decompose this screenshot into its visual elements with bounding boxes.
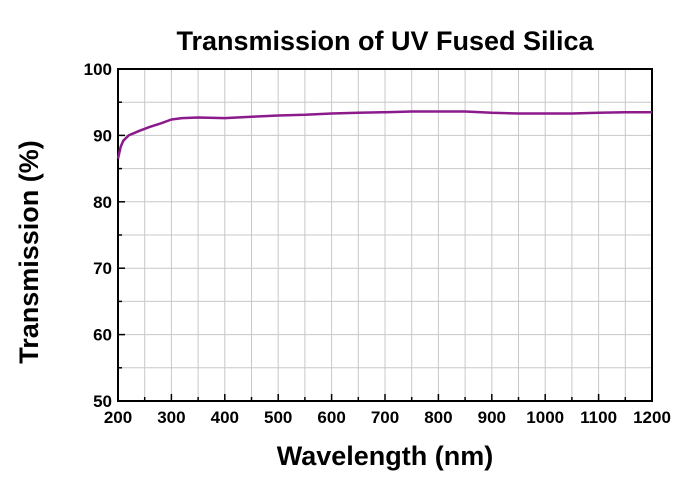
x-tick-label: 700	[371, 408, 399, 427]
x-tick-label: 300	[157, 408, 185, 427]
x-tick-label: 1000	[526, 408, 564, 427]
axis-ticks	[117, 68, 653, 402]
x-axis-label: Wavelength (nm)	[277, 441, 494, 471]
x-tick-label: 1200	[633, 408, 671, 427]
x-tick-label: 200	[104, 408, 132, 427]
chart-title: Transmission of UV Fused Silica	[176, 26, 594, 56]
y-tick-label: 60	[93, 326, 112, 345]
series-line	[116, 110, 652, 159]
y-axis-label: Transmission (%)	[14, 140, 44, 364]
y-tick-label: 80	[93, 193, 112, 212]
x-tick-label: 1100	[580, 408, 617, 427]
y-tick-label: 50	[93, 392, 112, 411]
x-tick-label: 900	[478, 408, 506, 427]
grid	[118, 69, 652, 401]
x-tick-label: 500	[264, 408, 292, 427]
x-tick-label: 600	[317, 408, 345, 427]
x-axis-tick-labels: 200 300 400 500 600 700 800 900 1000 1100 1200	[104, 408, 671, 427]
series	[116, 110, 652, 159]
x-tick-label: 800	[424, 408, 452, 427]
y-tick-label: 70	[93, 259, 112, 278]
x-tick-label: 400	[211, 408, 239, 427]
y-tick-label: 90	[93, 126, 112, 145]
y-tick-label: 100	[84, 60, 112, 79]
y-axis-tick-labels: 50 60 70 80 90 100	[84, 60, 112, 411]
